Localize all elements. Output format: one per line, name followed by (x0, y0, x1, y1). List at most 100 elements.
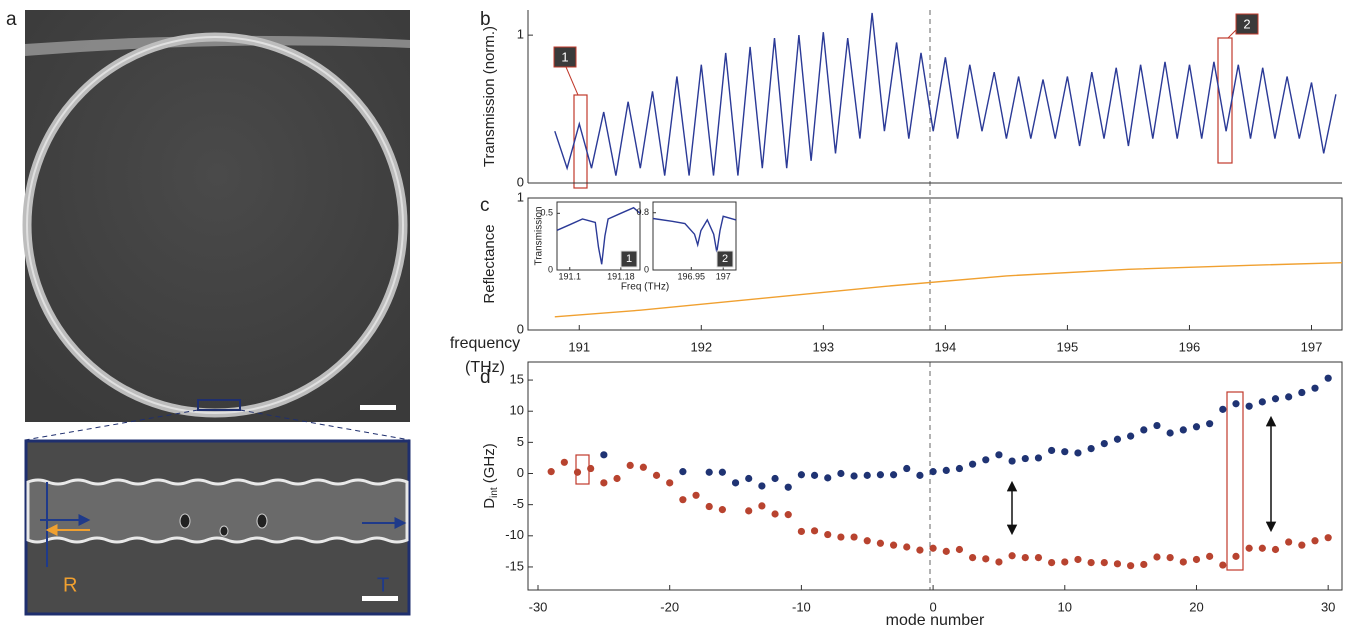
data-point (639, 463, 647, 471)
x-tick-label: 20 (1189, 599, 1203, 614)
data-point (1087, 444, 1095, 453)
data-point (1245, 402, 1253, 410)
data-point (955, 464, 964, 473)
zoom-line (24, 409, 199, 441)
x-tick-label: -20 (660, 599, 679, 614)
x-tick-label: 191 (568, 339, 590, 354)
data-point (1153, 553, 1161, 561)
x-axis-label: mode number (886, 612, 985, 629)
plot-frame (556, 201, 641, 271)
data-point (995, 451, 1003, 459)
data-point (810, 471, 819, 479)
data-point (600, 451, 608, 459)
data-point (876, 471, 885, 479)
data-point (1127, 432, 1135, 440)
data-point (1021, 454, 1029, 463)
inset-tag-label: 1 (626, 253, 632, 265)
data-point (1298, 541, 1306, 549)
data-point (1113, 435, 1122, 443)
data-point (916, 546, 924, 554)
panel-letter: a (6, 9, 17, 30)
data-point (1140, 560, 1148, 569)
data-point (705, 502, 713, 511)
data-point (1140, 426, 1148, 434)
data-point (1048, 446, 1056, 455)
data-point (876, 539, 885, 547)
y-tick-label: 0.8 (636, 207, 649, 217)
inset-tag (620, 250, 638, 268)
x-tick-label: 195 (1057, 339, 1079, 354)
callout-line (565, 66, 579, 96)
y-tick-label: 0 (517, 321, 524, 336)
y-tick-label: 1 (517, 27, 524, 42)
data-point (1219, 561, 1227, 569)
inset-tag (716, 250, 734, 268)
data-point (705, 468, 713, 476)
highlight-box (573, 94, 588, 189)
x-tick-label: 197 (716, 271, 731, 281)
chart-panel: 0 1 Transmission (norm.) (481, 10, 1342, 189)
data-point (1258, 398, 1266, 406)
data-point (613, 474, 621, 483)
data-point (1179, 558, 1187, 566)
y-axis-label: Transmission (534, 206, 545, 265)
data-point (758, 502, 766, 510)
y-axis-label-part: D (481, 498, 498, 509)
data-point (903, 543, 911, 551)
data-point (666, 479, 674, 487)
data-point (797, 471, 805, 479)
callout-box (1235, 13, 1259, 35)
x-tick-label: 193 (812, 339, 834, 354)
data-point (850, 472, 858, 480)
data-point (626, 461, 634, 470)
data-point (982, 456, 990, 464)
y-axis-label-part: (GHz) (481, 443, 498, 483)
data-point (718, 506, 726, 514)
y-tick-label: 1 (517, 189, 524, 204)
data-point (784, 483, 792, 491)
data-point (1034, 454, 1043, 462)
y-tick-label: 0 (517, 174, 524, 189)
x-tick-label: 197 (1301, 339, 1323, 354)
data-line (556, 206, 641, 265)
y-axis-label: Reflectance (481, 224, 498, 303)
transmission-label: T (377, 574, 389, 596)
x-tick-label: 191.18 (607, 271, 635, 281)
data-point (745, 474, 753, 483)
y-tick-label: -10 (505, 527, 524, 542)
y-tick-label: 0 (517, 465, 524, 480)
x-axis-label: Freq (THz) (621, 282, 669, 293)
data-point (995, 558, 1003, 566)
y-tick-label: -15 (505, 558, 524, 573)
data-point (1179, 426, 1187, 434)
data-point (863, 471, 871, 479)
data-point (587, 464, 595, 473)
callout-line (1227, 29, 1237, 39)
y-axis-label: Dint (GHz) (481, 443, 500, 508)
data-point (1113, 560, 1122, 568)
panel-letter: d (480, 367, 491, 388)
x-tick-label: 30 (1321, 599, 1335, 614)
data-point (1311, 384, 1319, 392)
data-point (837, 469, 845, 478)
data-point (929, 544, 937, 552)
data-point (1100, 558, 1108, 567)
data-point (903, 464, 911, 473)
data-point (810, 527, 819, 535)
data-point (1153, 421, 1161, 430)
x-tick-label: 192 (690, 339, 712, 354)
data-point (797, 527, 805, 536)
data-point (1219, 405, 1227, 413)
data-point (1258, 544, 1266, 552)
data-point (1061, 448, 1069, 456)
callout-label: 1 (561, 49, 568, 64)
callout-box (553, 46, 577, 68)
y-tick-label: 5 (517, 434, 524, 449)
data-point (1245, 544, 1253, 552)
sem-image (22, 10, 410, 422)
x-tick-label: -10 (792, 599, 811, 614)
data-point (784, 511, 792, 519)
data-point (547, 468, 555, 476)
